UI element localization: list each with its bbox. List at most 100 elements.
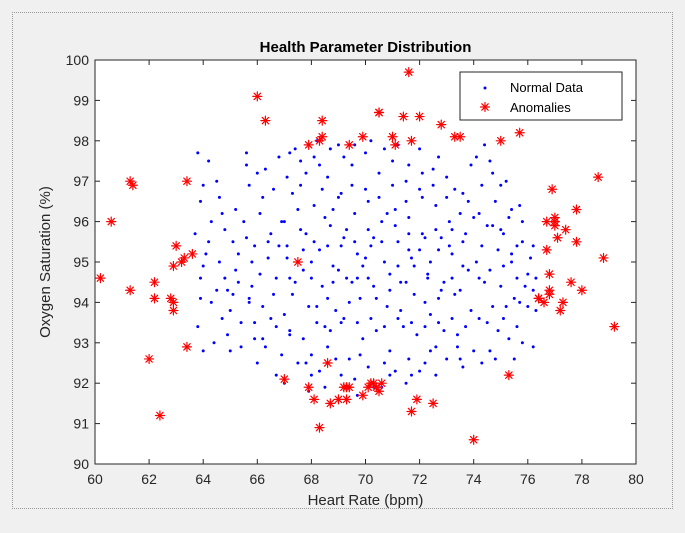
normal-data-point	[464, 325, 468, 329]
x-tick-label: 70	[358, 471, 374, 487]
normal-data-point	[350, 183, 354, 187]
normal-data-point	[342, 155, 346, 159]
anomaly-point	[314, 422, 325, 433]
anomaly-point	[260, 115, 271, 126]
normal-data-point	[458, 288, 462, 292]
normal-data-point	[274, 373, 278, 377]
normal-data-point	[307, 304, 311, 308]
normal-data-point	[499, 228, 503, 232]
normal-data-point	[529, 256, 533, 260]
normal-data-point	[228, 349, 232, 353]
normal-data-point	[226, 288, 230, 292]
anomaly-point	[495, 135, 506, 146]
normal-data-point	[488, 349, 492, 353]
y-tick-label: 94	[73, 294, 89, 310]
normal-data-point	[393, 207, 397, 211]
anomaly-point	[333, 394, 344, 405]
normal-data-point	[531, 288, 535, 292]
anomaly-point	[406, 135, 417, 146]
normal-data-point	[504, 179, 508, 183]
normal-data-point	[288, 329, 292, 333]
normal-data-point	[453, 187, 457, 191]
normal-data-point	[282, 313, 286, 317]
normal-data-point	[496, 248, 500, 252]
normal-data-point	[339, 373, 343, 377]
normal-data-point	[401, 325, 405, 329]
normal-data-point	[353, 212, 357, 216]
normal-data-point	[437, 248, 441, 252]
anomaly-point	[565, 277, 577, 288]
normal-data-point	[280, 353, 284, 357]
normal-data-point	[247, 183, 251, 187]
anomaly-point	[309, 394, 320, 405]
anomaly-point	[541, 244, 552, 255]
normal-data-point	[480, 183, 484, 187]
normal-data-point	[244, 151, 248, 155]
normal-data-point	[447, 220, 451, 224]
normal-data-point	[326, 296, 330, 300]
anomaly-point	[357, 390, 368, 401]
legend-asterisk	[479, 101, 491, 113]
normal-data-point	[309, 260, 313, 264]
normal-data-point	[217, 260, 221, 264]
normal-data-point	[507, 337, 511, 341]
y-tick-label: 95	[73, 254, 89, 270]
anomaly-point	[390, 139, 401, 150]
normal-data-point	[253, 321, 257, 325]
normal-data-point	[334, 308, 338, 312]
anomaly-point	[544, 289, 555, 300]
normal-data-point	[226, 333, 230, 337]
normal-data-point	[439, 288, 443, 292]
y-tick-label: 93	[73, 335, 89, 351]
normal-data-point	[288, 151, 292, 155]
anomaly-point	[544, 269, 555, 280]
normal-data-point	[328, 329, 332, 333]
normal-data-point	[493, 357, 497, 361]
normal-data-point	[407, 248, 411, 252]
normal-data-point	[261, 195, 265, 199]
normal-data-point	[220, 212, 224, 216]
normal-data-point	[461, 365, 465, 369]
normal-data-point	[355, 321, 359, 325]
anomaly-point	[406, 406, 417, 417]
legend[interactable]: Normal Data Anomalies	[459, 71, 623, 121]
normal-data-point	[323, 385, 327, 389]
normal-data-point	[263, 345, 267, 349]
normal-data-point	[364, 187, 367, 191]
normal-data-point	[496, 329, 500, 333]
normal-data-point	[336, 143, 340, 147]
normal-data-point	[247, 300, 251, 304]
normal-data-point	[290, 191, 294, 195]
anomaly-point	[252, 91, 263, 102]
normal-data-point	[534, 308, 538, 312]
normal-data-point	[301, 248, 305, 252]
normal-data-point	[382, 361, 386, 365]
normal-data-point	[223, 276, 227, 280]
normal-data-point	[201, 183, 205, 187]
normal-data-point	[461, 240, 465, 244]
normal-data-point	[331, 264, 335, 268]
normal-data-point	[355, 276, 359, 280]
normal-data-point	[388, 288, 392, 292]
normal-data-point	[434, 345, 438, 349]
anomaly-point	[317, 115, 328, 126]
normal-data-point	[231, 292, 235, 296]
normal-data-point	[412, 264, 416, 268]
normal-data-point	[293, 147, 297, 151]
normal-data-point	[404, 381, 408, 385]
normal-data-point	[404, 199, 408, 203]
normal-data-point	[526, 304, 530, 308]
anomaly-point	[609, 321, 620, 332]
normal-data-point	[258, 212, 262, 216]
normal-data-point	[442, 280, 446, 284]
anomaly-point	[449, 131, 460, 142]
normal-data-point	[244, 163, 248, 167]
normal-data-point	[244, 236, 248, 240]
normal-data-point	[393, 224, 397, 228]
normal-data-point	[301, 268, 305, 272]
normal-data-point	[428, 313, 432, 317]
normal-data-point	[426, 272, 430, 276]
normal-data-point	[326, 244, 330, 248]
anomaly-point	[503, 370, 514, 381]
